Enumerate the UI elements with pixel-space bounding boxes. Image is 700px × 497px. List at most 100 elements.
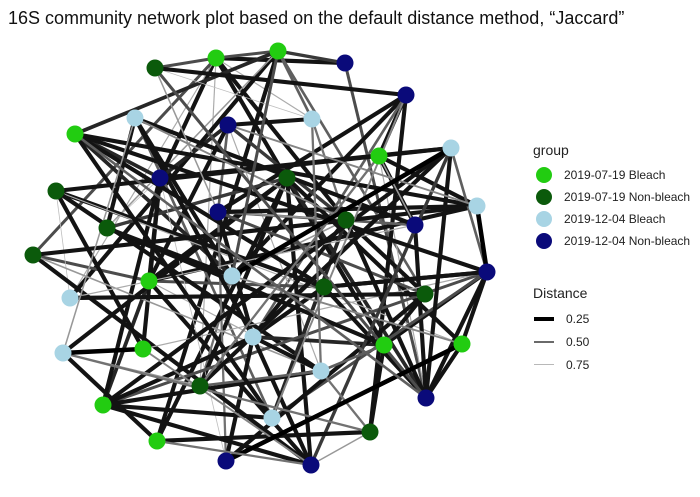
network-node xyxy=(134,340,152,358)
network-node xyxy=(140,272,158,290)
legend-item-distance-2: 0.75 xyxy=(533,353,589,376)
network-node xyxy=(191,377,209,395)
network-edge xyxy=(367,94,409,433)
network-node xyxy=(61,289,79,307)
network-edge xyxy=(101,280,151,406)
network-edge xyxy=(214,56,348,222)
network-edge xyxy=(474,205,490,273)
network-edge xyxy=(215,55,346,66)
network-edge xyxy=(251,336,313,466)
network-edge xyxy=(102,403,312,467)
network-edge xyxy=(62,351,371,434)
network-edge xyxy=(62,117,136,354)
network-edge xyxy=(158,57,218,179)
network-edge xyxy=(198,146,453,388)
network-edge xyxy=(310,431,371,466)
network-node xyxy=(269,42,287,60)
network-edge xyxy=(142,348,312,466)
network-edge xyxy=(54,189,323,373)
network-node xyxy=(315,278,333,296)
network-edge xyxy=(252,335,385,347)
network-node xyxy=(478,263,496,281)
network-edge xyxy=(225,341,463,464)
network-edge xyxy=(424,342,464,400)
network-node xyxy=(361,423,379,441)
network-node xyxy=(98,219,116,237)
network-node xyxy=(442,139,460,157)
network-edge xyxy=(32,203,478,258)
network-node xyxy=(370,147,388,165)
network-node xyxy=(406,216,424,234)
network-edge xyxy=(227,116,313,128)
network-edge xyxy=(142,271,488,350)
network-edge xyxy=(310,118,323,372)
network-edge xyxy=(199,369,322,388)
network-node xyxy=(24,246,42,264)
network-edges xyxy=(31,49,490,467)
network-node xyxy=(417,389,435,407)
network-node xyxy=(453,335,471,353)
network-edge xyxy=(271,94,407,419)
network-edge xyxy=(423,147,454,399)
network-edge xyxy=(156,429,371,444)
network-edge xyxy=(154,67,313,120)
network-edge xyxy=(156,439,312,467)
network-node xyxy=(54,344,72,362)
network-edge xyxy=(215,49,279,60)
distance-line-icon xyxy=(534,316,554,321)
network-edge xyxy=(74,131,478,209)
legend-item-distance-1: 0.50 xyxy=(533,330,589,353)
network-edge xyxy=(199,155,380,387)
network-node xyxy=(148,432,166,450)
network-edge xyxy=(154,67,219,213)
legend-item-group-2: 2019-12-04 Bleach xyxy=(533,208,690,230)
network-node xyxy=(94,396,112,414)
network-node xyxy=(217,452,235,470)
network-edge xyxy=(320,343,385,373)
network-node xyxy=(375,336,393,354)
network-edge xyxy=(270,219,348,419)
network-edge xyxy=(378,155,416,226)
legend-dot-icon xyxy=(536,211,552,227)
network-edge xyxy=(158,123,230,180)
network-edge xyxy=(106,177,161,229)
legend-label: 2019-07-19 Bleach xyxy=(564,168,666,182)
network-edge xyxy=(74,132,427,400)
network-edge xyxy=(412,224,429,399)
network-edge xyxy=(230,146,453,278)
network-node xyxy=(151,169,169,187)
network-node xyxy=(223,267,241,285)
network-edge xyxy=(424,271,489,399)
network-edge xyxy=(277,49,346,65)
legend-label: 0.25 xyxy=(566,311,590,326)
distance-line-icon xyxy=(534,364,554,365)
network-node xyxy=(337,211,355,229)
network-node xyxy=(209,203,227,221)
network-node xyxy=(468,197,486,215)
network-edge xyxy=(54,190,145,350)
network-node xyxy=(244,328,262,346)
network-node xyxy=(302,456,320,474)
network-edge xyxy=(61,351,159,443)
network-edge xyxy=(134,117,347,221)
network-edge xyxy=(154,65,407,98)
network-edge xyxy=(106,226,233,278)
distance-legend: Distance 0.25 0.50 0.75 xyxy=(533,285,589,376)
network-edge xyxy=(309,147,453,466)
network-node xyxy=(312,362,330,380)
network-node xyxy=(146,59,164,77)
network-edge xyxy=(230,93,408,278)
legend-dot-icon xyxy=(536,189,552,205)
network-edge xyxy=(323,269,488,290)
network-node xyxy=(397,86,415,104)
network-edge xyxy=(102,402,273,421)
network-node xyxy=(416,285,434,303)
network-edge xyxy=(378,154,478,208)
network-edge xyxy=(74,132,488,274)
group-legend-title: group xyxy=(533,142,569,158)
network-edge xyxy=(230,50,280,277)
network-edge xyxy=(276,50,427,295)
network-node xyxy=(263,409,281,427)
network-edge xyxy=(32,253,150,283)
distance-line-icon xyxy=(534,340,554,343)
